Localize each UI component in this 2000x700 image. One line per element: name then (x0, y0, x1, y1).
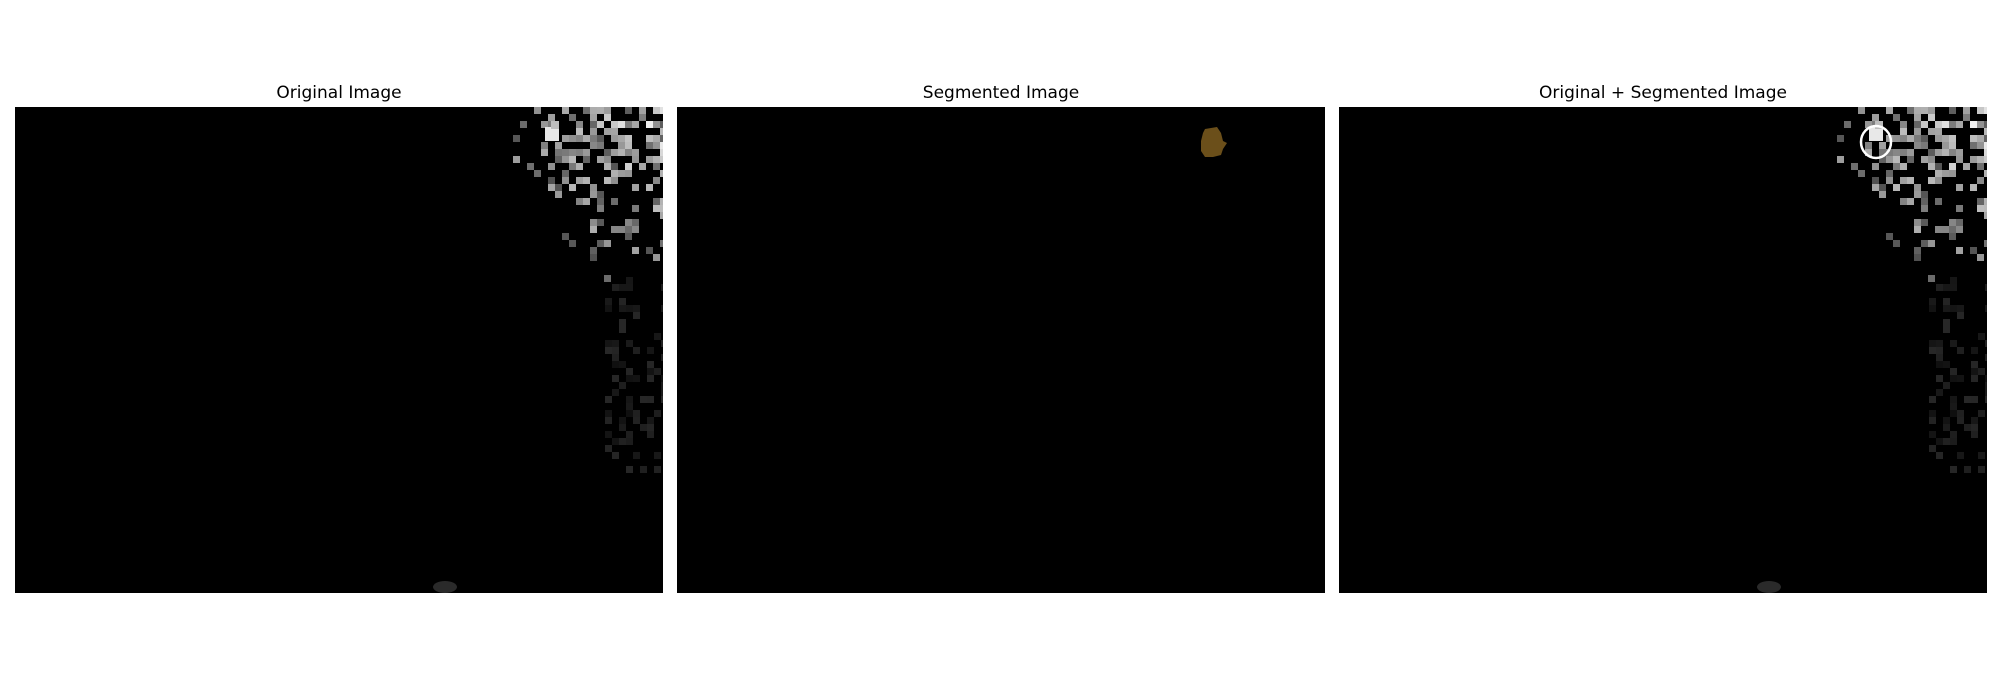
segmentation-outline (1859, 124, 1893, 160)
bright-speckle-cluster (513, 107, 663, 473)
overlay-image-title: Original + Segmented Image (1539, 83, 1787, 103)
original-image (15, 107, 663, 593)
segmented-image-title: Segmented Image (922, 83, 1080, 103)
overlay-image-panel: Original + Segmented Image (1339, 0, 1987, 700)
bright-speckle-cluster (1837, 107, 1987, 473)
original-image-title: Original Image (276, 83, 402, 103)
faint-smudge (433, 581, 457, 593)
segmented-region (1201, 127, 1227, 157)
overlay-image (1339, 107, 1987, 593)
original-image-panel: Original Image (15, 0, 663, 700)
segmented-image (677, 107, 1325, 593)
faint-smudge (1757, 581, 1781, 593)
segmented-image-panel: Segmented Image (677, 0, 1325, 700)
